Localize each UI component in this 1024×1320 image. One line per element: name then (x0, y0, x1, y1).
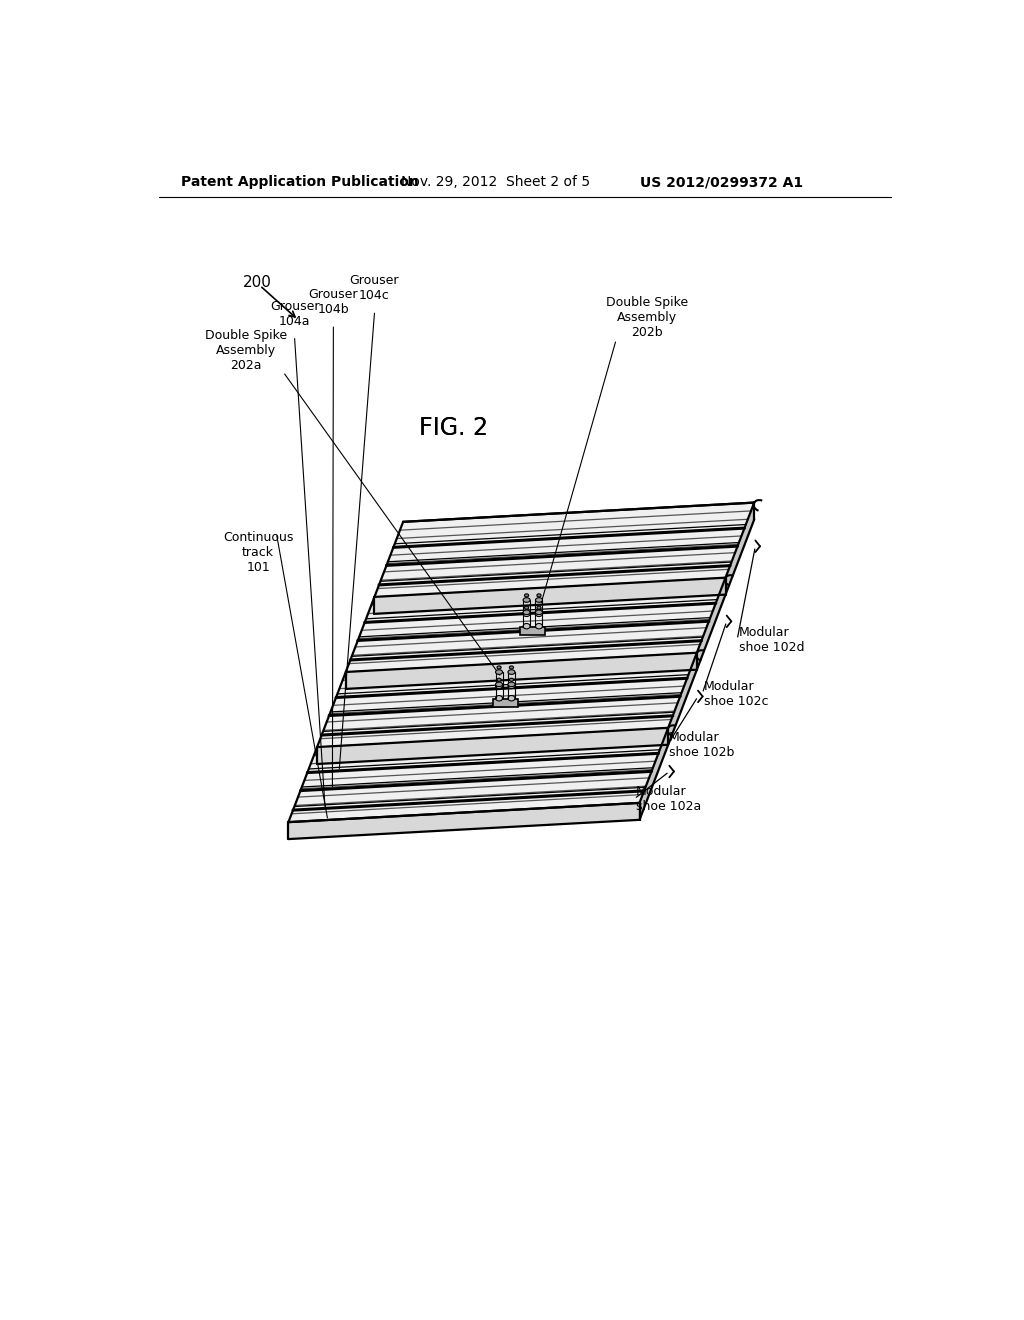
Polygon shape (640, 503, 755, 820)
Bar (493, 700, 518, 706)
Text: Nov. 29, 2012  Sheet 2 of 5: Nov. 29, 2012 Sheet 2 of 5 (400, 176, 590, 189)
Ellipse shape (524, 606, 528, 610)
Ellipse shape (496, 684, 503, 689)
Ellipse shape (536, 610, 543, 615)
Ellipse shape (496, 696, 503, 701)
Ellipse shape (523, 610, 530, 615)
Text: US 2012/0299372 A1: US 2012/0299372 A1 (640, 176, 803, 189)
Text: FIG. 2: FIG. 2 (419, 416, 488, 440)
Ellipse shape (508, 669, 515, 675)
Text: Grouser
104a: Grouser 104a (270, 300, 319, 327)
Ellipse shape (509, 665, 514, 669)
Ellipse shape (536, 611, 543, 616)
Text: Double Spike
Assembly
202b: Double Spike Assembly 202b (606, 297, 688, 339)
Ellipse shape (523, 598, 530, 602)
Ellipse shape (537, 606, 541, 610)
Polygon shape (317, 727, 669, 764)
Ellipse shape (496, 682, 503, 686)
Text: FIG. 2: FIG. 2 (419, 416, 488, 440)
Polygon shape (289, 503, 755, 822)
Ellipse shape (508, 684, 515, 689)
Ellipse shape (497, 665, 501, 669)
Ellipse shape (509, 678, 514, 681)
Ellipse shape (508, 682, 515, 686)
Ellipse shape (536, 598, 543, 602)
Ellipse shape (496, 669, 503, 675)
Ellipse shape (523, 611, 530, 616)
Text: Modular
shoe 102b: Modular shoe 102b (669, 731, 734, 759)
Ellipse shape (508, 696, 515, 701)
Polygon shape (346, 653, 697, 689)
Ellipse shape (523, 623, 530, 628)
Text: Grouser
104c: Grouser 104c (350, 275, 399, 302)
Polygon shape (375, 578, 726, 614)
Text: Continuous
track
101: Continuous track 101 (223, 531, 294, 574)
Ellipse shape (536, 623, 543, 628)
Text: Modular
shoe 102d: Modular shoe 102d (738, 626, 804, 653)
Ellipse shape (524, 594, 528, 597)
Text: Double Spike
Assembly
202a: Double Spike Assembly 202a (205, 330, 287, 372)
Ellipse shape (537, 594, 541, 597)
Ellipse shape (497, 678, 501, 681)
Text: Grouser
104b: Grouser 104b (308, 288, 358, 317)
Text: 200: 200 (243, 276, 271, 290)
Bar (520, 627, 545, 635)
Polygon shape (289, 803, 640, 840)
Text: Modular
shoe 102a: Modular shoe 102a (636, 785, 700, 813)
Text: Patent Application Publication: Patent Application Publication (180, 176, 419, 189)
Text: Modular
shoe 102c: Modular shoe 102c (703, 680, 768, 708)
